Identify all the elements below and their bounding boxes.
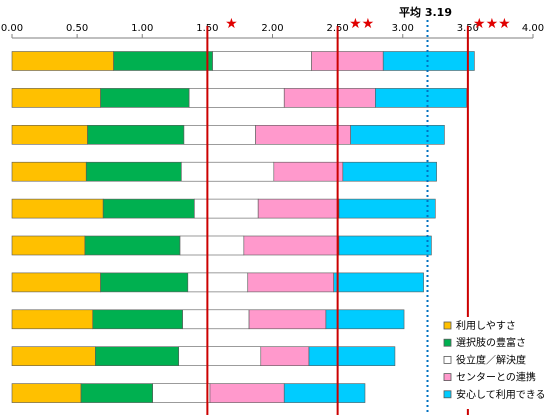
bar-segment xyxy=(283,383,366,403)
bar-segment xyxy=(243,235,340,256)
legend-label: 利用しやすさ xyxy=(456,320,516,332)
average-label: 平均 3.19 xyxy=(399,5,452,19)
plot-area xyxy=(11,51,475,403)
bar-segment xyxy=(11,309,94,330)
bar-segment xyxy=(212,51,312,71)
bar-segment xyxy=(178,346,262,367)
bar-segment xyxy=(100,272,189,293)
x-tick-label: 3.00 xyxy=(392,23,414,34)
bar-segment xyxy=(375,88,467,108)
bar-segment xyxy=(209,383,285,403)
bar-segment xyxy=(255,125,351,145)
bar-segment xyxy=(187,272,249,293)
bar-segment xyxy=(80,383,153,403)
x-tick-label: 2.00 xyxy=(261,23,283,34)
bar-segment xyxy=(152,383,211,403)
star-rating-label: ★★★ xyxy=(473,16,511,32)
legend-label: 安心して利用できる xyxy=(456,388,546,401)
legend-swatch xyxy=(443,338,452,347)
bar-segment xyxy=(338,235,432,256)
legend-swatch xyxy=(443,321,452,330)
legend-swatch xyxy=(443,355,452,364)
bar-segment xyxy=(342,161,437,182)
bar-segment xyxy=(182,309,250,330)
legend-swatch xyxy=(443,390,452,399)
bar-segment xyxy=(338,198,436,219)
legend-label: センターとの連携 xyxy=(456,371,536,384)
bar-segment xyxy=(283,88,376,108)
bar-segment xyxy=(188,88,285,108)
x-axis: 0.000.501.001.502.002.503.003.504.00 xyxy=(1,23,544,39)
x-tick-label: 4.00 xyxy=(522,23,544,34)
legend-label: 選択肢の豊富さ xyxy=(456,336,526,349)
bar-segment xyxy=(183,125,256,145)
x-tick-label: 0.50 xyxy=(66,23,88,34)
legend-background xyxy=(438,317,548,409)
bar-segment xyxy=(11,383,82,403)
bar-segment xyxy=(87,125,185,145)
bar-segment xyxy=(11,346,96,367)
bar-segment xyxy=(333,272,424,293)
bar-segment xyxy=(248,309,327,330)
bar-segment xyxy=(92,309,183,330)
bar-segment xyxy=(102,198,195,219)
bar-segment xyxy=(194,198,259,219)
bar-segment xyxy=(273,161,344,182)
bar-segment xyxy=(350,125,445,145)
bar-segment xyxy=(11,161,87,182)
x-tick-label: 0.00 xyxy=(1,23,23,34)
bar-segment xyxy=(179,235,245,256)
bar-segment xyxy=(260,346,310,367)
x-tick-label: 1.00 xyxy=(131,23,153,34)
bar-segment xyxy=(11,51,114,71)
bar-segment xyxy=(11,198,104,219)
bar-segment xyxy=(113,51,213,71)
bar-segment xyxy=(308,346,396,367)
star-rating-label: ★★ xyxy=(349,16,374,32)
legend-label: 役立度／解決度 xyxy=(456,353,526,366)
bar-segment xyxy=(247,272,335,293)
bar-segment xyxy=(11,272,101,293)
reference-lines: ★ ★★平均 3.19★★★ xyxy=(206,5,511,415)
bar-segment xyxy=(257,198,340,219)
bar-segment xyxy=(11,125,88,145)
bar-segment xyxy=(311,51,384,71)
bar-segment xyxy=(325,309,405,330)
bar-segment xyxy=(11,235,86,256)
star-rating-label: ★ xyxy=(225,16,238,32)
bar-segment xyxy=(84,235,181,256)
bar-segment xyxy=(85,161,182,182)
bar-segment xyxy=(382,51,475,71)
bar-segment xyxy=(181,161,275,182)
bar-segment xyxy=(11,88,101,108)
legend-swatch xyxy=(443,373,452,382)
bar-segment xyxy=(100,88,190,108)
bar-segment xyxy=(95,346,180,367)
